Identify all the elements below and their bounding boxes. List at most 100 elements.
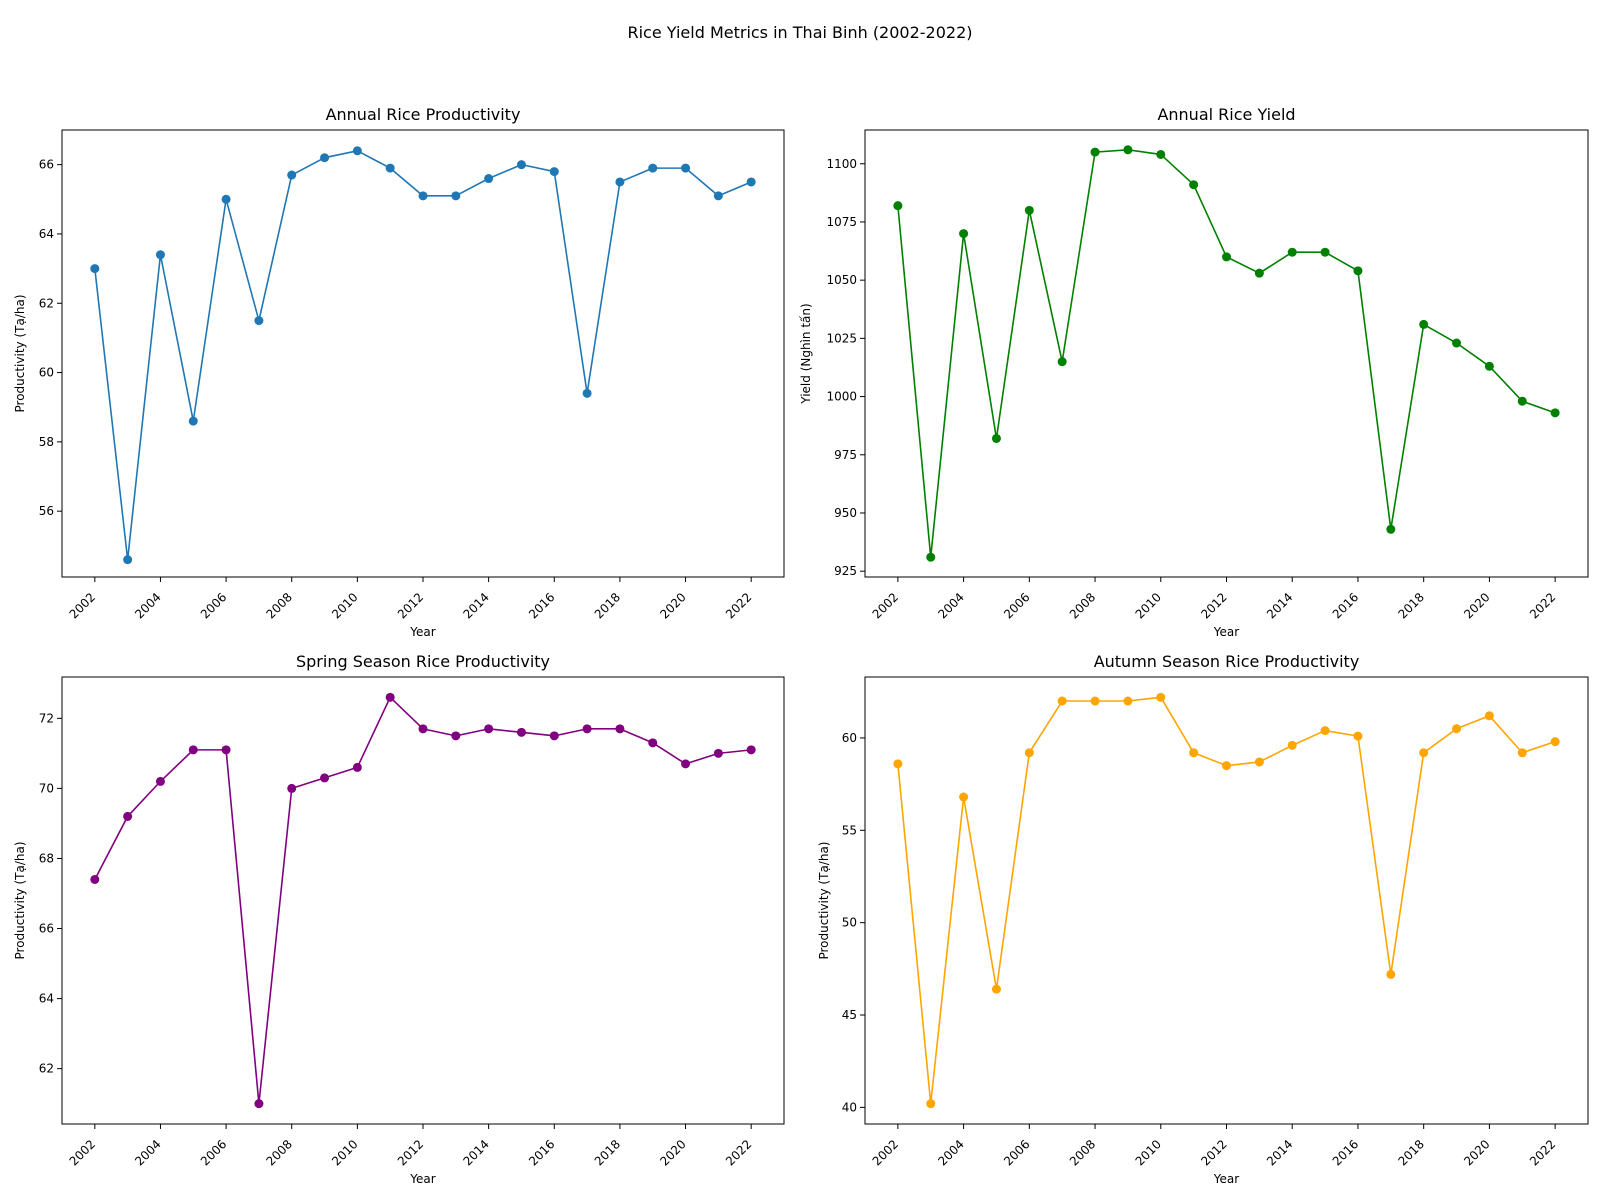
x-tick-label: 2014 [460,590,491,621]
data-point [1320,726,1330,736]
data-point [484,174,494,184]
subplot-title: Spring Season Rice Productivity [296,652,550,671]
data-point [352,762,362,772]
x-tick-label: 2018 [1395,1137,1426,1168]
x-tick-label: 2004 [935,1137,966,1168]
x-tick-label: 2014 [460,1137,491,1168]
subplot-2: Annual Rice Yield 2002 2004 2006 2008 2010 201… [799,105,1589,639]
y-tick-label: 66 [39,158,54,172]
data-point [1123,145,1133,155]
data-point [1156,692,1166,702]
y-tick-label: 62 [39,1062,54,1076]
x-tick-label: 2022 [723,590,754,621]
data-point [746,745,756,755]
data-point [90,264,100,274]
data-point [615,724,625,734]
data-point [1024,205,1034,215]
subplot-4: Autumn Season Rice Productivity 2002 2004 2… [817,652,1589,1186]
data-point [991,984,1001,994]
x-tick-label: 2022 [723,1137,754,1168]
x-tick-label: 2004 [132,1137,163,1168]
subplot-3: Spring Season Rice Productivity 2002 2004 2… [13,652,785,1186]
subplots-grid: Annual Rice Productivity 2002 2004 2006 2008… [13,105,1589,1186]
y-tick-label: 40 [842,1100,857,1114]
x-tick-label: 2018 [592,1137,623,1168]
data-point [221,194,231,204]
figure-title: Rice Yield Metrics in Thai Binh (2002-20… [627,23,972,42]
data-point [385,692,395,702]
data-point [1550,408,1560,418]
data-point [681,759,691,769]
data-point [484,724,494,734]
y-tick-label: 72 [39,711,54,725]
data-point [991,433,1001,443]
y-axis-label: Productivity (Tạ/ha) [13,841,27,959]
data-point [926,1099,936,1109]
data-point [582,724,592,734]
data-point [1287,740,1297,750]
data-point [615,177,625,187]
y-tick-label: 50 [842,916,857,930]
axes-frame [864,676,1589,1125]
x-tick-label: 2016 [526,590,557,621]
data-point [1287,247,1297,257]
series-line [897,148,1556,559]
data-point [1550,737,1560,747]
x-tick-label: 2022 [1527,1137,1558,1168]
y-tick-label: 66 [39,922,54,936]
data-point [1320,247,1330,257]
data-point [1484,711,1494,721]
y-tick-label: 56 [39,504,54,518]
data-point [287,783,297,793]
y-tick-label: 950 [834,506,857,520]
data-point [582,388,592,398]
data-point [1353,731,1363,741]
data-point [713,748,723,758]
data-point [188,416,198,426]
axes-frame [864,129,1589,578]
axes-frame [61,129,785,578]
data-point [1386,969,1396,979]
x-tick-label: 2012 [1198,590,1229,621]
x-tick-label: 2016 [1330,590,1361,621]
data-point [1517,396,1527,406]
x-tick-label: 2008 [264,590,295,621]
y-tick-label: 1025 [826,331,857,345]
data-point [1452,338,1462,348]
data-point [320,153,330,163]
x-tick-label: 2022 [1527,590,1558,621]
y-tick-label: 68 [39,851,54,865]
x-tick-label: 2012 [395,590,426,621]
data-point [1452,724,1462,734]
data-point [1419,319,1429,329]
data-point [1353,266,1363,276]
x-tick-label: 2018 [592,590,623,621]
data-point [1254,757,1264,767]
data-point [451,191,461,201]
y-tick-label: 45 [842,1008,857,1022]
y-tick-label: 1000 [826,390,857,404]
data-point [648,738,658,748]
x-tick-label: 2010 [329,590,360,621]
data-point [893,201,903,211]
data-point [418,191,428,201]
x-tick-label: 2002 [870,1137,901,1168]
data-point [549,731,559,741]
x-axis-label: Year [409,625,435,639]
y-tick-label: 64 [39,992,54,1006]
data-point [188,745,198,755]
y-tick-label: 60 [842,731,857,745]
x-tick-label: 2020 [1461,590,1492,621]
data-point [1057,696,1067,706]
x-tick-label: 2020 [1461,1137,1492,1168]
x-tick-label: 2014 [1264,1137,1295,1168]
x-tick-label: 2020 [657,1137,688,1168]
y-tick-label: 1075 [826,215,857,229]
y-tick-label: 925 [834,564,857,578]
x-tick-label: 2014 [1264,590,1295,621]
x-tick-label: 2002 [870,590,901,621]
y-axis-label: Productivity (Tạ/ha) [13,294,27,412]
y-tick-label: 62 [39,296,54,310]
y-tick-label: 975 [834,448,857,462]
